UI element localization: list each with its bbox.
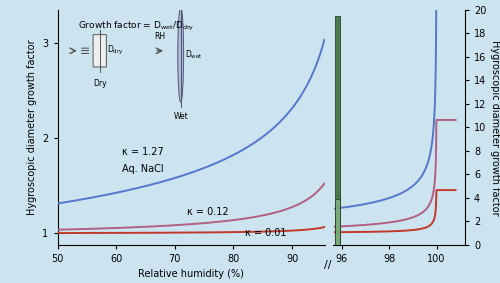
Text: Aq. NaCl: Aq. NaCl bbox=[122, 164, 164, 173]
Text: D$_\mathregular{dry}$: D$_\mathregular{dry}$ bbox=[108, 44, 124, 57]
Text: //: // bbox=[324, 260, 331, 270]
FancyBboxPatch shape bbox=[93, 35, 106, 67]
Text: Growth factor = D$_\mathregular{wet}$/D$_\mathregular{dry}$: Growth factor = D$_\mathregular{wet}$/D$… bbox=[78, 20, 194, 33]
Bar bbox=[324, 182, 326, 245]
Circle shape bbox=[178, 7, 184, 102]
Text: Dry: Dry bbox=[93, 79, 106, 88]
Text: RH: RH bbox=[154, 32, 166, 41]
Text: D$_\mathregular{wet}$: D$_\mathregular{wet}$ bbox=[184, 48, 202, 61]
Bar bbox=[324, 35, 326, 245]
Text: Wet: Wet bbox=[174, 112, 188, 121]
Bar bbox=[335, 199, 340, 245]
Text: κ = 0.01: κ = 0.01 bbox=[245, 228, 286, 238]
Bar bbox=[335, 16, 340, 245]
Y-axis label: Hygroscopic diameter growth factor: Hygroscopic diameter growth factor bbox=[26, 40, 36, 215]
Text: $\equiv$: $\equiv$ bbox=[77, 44, 90, 57]
Text: κ = 1.27: κ = 1.27 bbox=[122, 147, 164, 157]
X-axis label: Relative humidity (%): Relative humidity (%) bbox=[138, 269, 244, 279]
Y-axis label: Hygroscopic diameter growth factor: Hygroscopic diameter growth factor bbox=[490, 40, 500, 215]
Text: κ = 0.12: κ = 0.12 bbox=[186, 207, 228, 217]
